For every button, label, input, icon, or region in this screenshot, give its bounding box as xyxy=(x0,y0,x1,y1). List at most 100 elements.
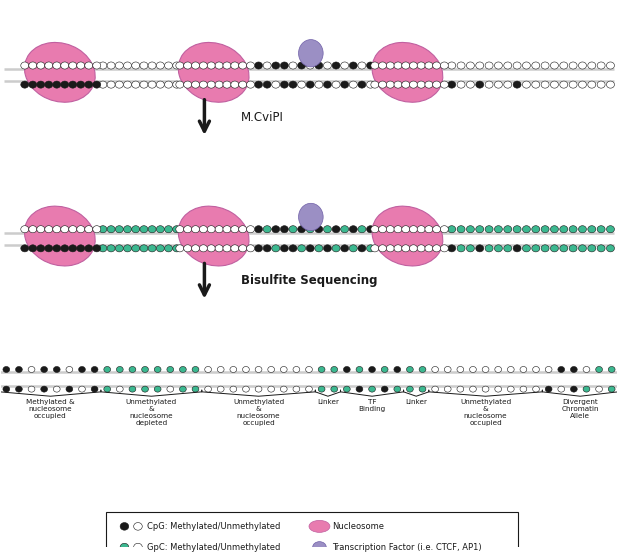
Circle shape xyxy=(606,245,614,252)
Circle shape xyxy=(433,245,441,252)
Circle shape xyxy=(239,62,247,69)
Circle shape xyxy=(215,245,223,252)
Circle shape xyxy=(207,81,215,88)
Circle shape xyxy=(457,62,465,69)
Circle shape xyxy=(444,367,451,373)
Circle shape xyxy=(167,386,174,392)
Circle shape xyxy=(531,226,540,233)
Ellipse shape xyxy=(313,541,326,552)
Circle shape xyxy=(513,62,521,69)
Circle shape xyxy=(164,226,172,233)
Circle shape xyxy=(41,386,48,392)
Circle shape xyxy=(597,81,605,88)
Circle shape xyxy=(129,367,136,373)
Circle shape xyxy=(116,245,124,252)
Circle shape xyxy=(551,81,559,88)
Circle shape xyxy=(315,81,323,88)
Circle shape xyxy=(457,81,465,88)
Circle shape xyxy=(541,226,549,233)
Circle shape xyxy=(419,367,426,373)
Circle shape xyxy=(298,226,306,233)
Circle shape xyxy=(513,245,521,252)
Text: Unmethylated
&
nucleosome
depleted: Unmethylated & nucleosome depleted xyxy=(125,399,177,426)
Text: Methylated &
nucleosome
occupied: Methylated & nucleosome occupied xyxy=(26,399,75,420)
Circle shape xyxy=(569,226,577,233)
Text: TF
Binding: TF Binding xyxy=(358,399,386,413)
Circle shape xyxy=(407,367,413,373)
Circle shape xyxy=(366,62,375,69)
Circle shape xyxy=(85,245,93,252)
Ellipse shape xyxy=(298,40,323,67)
Circle shape xyxy=(522,245,530,252)
Circle shape xyxy=(148,62,156,69)
Circle shape xyxy=(61,245,69,252)
Circle shape xyxy=(596,367,603,373)
Circle shape xyxy=(172,81,180,88)
Circle shape xyxy=(560,245,568,252)
Circle shape xyxy=(104,367,111,373)
Circle shape xyxy=(192,367,199,373)
Circle shape xyxy=(78,367,85,373)
Circle shape xyxy=(176,62,184,69)
Circle shape xyxy=(394,226,402,233)
Circle shape xyxy=(215,62,223,69)
Circle shape xyxy=(116,226,124,233)
Circle shape xyxy=(386,62,394,69)
Circle shape xyxy=(433,62,441,69)
Circle shape xyxy=(281,245,289,252)
Circle shape xyxy=(476,245,484,252)
Circle shape xyxy=(99,226,107,233)
Circle shape xyxy=(231,62,239,69)
Circle shape xyxy=(230,367,237,373)
Circle shape xyxy=(447,226,455,233)
Circle shape xyxy=(495,386,502,392)
Circle shape xyxy=(402,81,410,88)
Circle shape xyxy=(558,386,565,392)
Circle shape xyxy=(21,245,29,252)
Circle shape xyxy=(522,81,530,88)
Circle shape xyxy=(116,367,123,373)
Circle shape xyxy=(223,245,231,252)
Circle shape xyxy=(332,245,340,252)
Circle shape xyxy=(494,245,502,252)
Circle shape xyxy=(447,62,455,69)
Circle shape xyxy=(315,226,323,233)
Circle shape xyxy=(184,245,192,252)
Circle shape xyxy=(541,81,549,88)
Circle shape xyxy=(394,245,402,252)
Circle shape xyxy=(425,245,433,252)
Circle shape xyxy=(520,386,527,392)
Circle shape xyxy=(504,81,512,88)
Circle shape xyxy=(124,226,132,233)
Circle shape xyxy=(578,81,586,88)
Circle shape xyxy=(192,245,200,252)
Circle shape xyxy=(200,245,208,252)
Circle shape xyxy=(482,386,489,392)
Circle shape xyxy=(558,367,565,373)
Circle shape xyxy=(239,81,247,88)
Circle shape xyxy=(306,386,312,392)
Circle shape xyxy=(172,226,180,233)
Circle shape xyxy=(289,245,297,252)
Circle shape xyxy=(476,62,484,69)
Circle shape xyxy=(268,367,274,373)
Circle shape xyxy=(495,367,502,373)
Circle shape xyxy=(176,81,184,88)
Circle shape xyxy=(318,386,325,392)
Circle shape xyxy=(332,62,340,69)
Circle shape xyxy=(570,386,577,392)
Circle shape xyxy=(247,81,255,88)
Circle shape xyxy=(263,81,271,88)
Circle shape xyxy=(606,81,614,88)
Circle shape xyxy=(15,386,22,392)
Circle shape xyxy=(156,245,164,252)
Circle shape xyxy=(164,62,172,69)
Circle shape xyxy=(541,62,549,69)
Circle shape xyxy=(85,81,93,88)
Circle shape xyxy=(366,245,375,252)
Circle shape xyxy=(116,81,124,88)
Circle shape xyxy=(99,245,107,252)
Circle shape xyxy=(69,81,77,88)
Circle shape xyxy=(156,62,164,69)
Circle shape xyxy=(332,81,340,88)
